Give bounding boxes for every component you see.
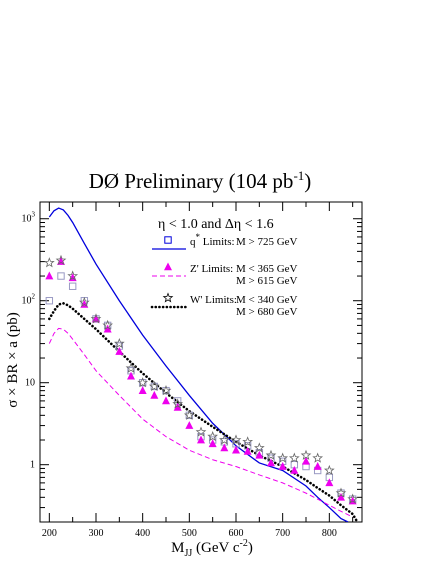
zprime_limit-point	[173, 402, 182, 411]
zprime_limit-point	[138, 386, 147, 394]
legend-zprime-limit: M > 615 GeV	[236, 275, 298, 287]
wprime_limit-point	[137, 377, 149, 388]
y-tick-label: 102	[22, 293, 36, 307]
wprime_limit-point	[183, 409, 195, 420]
zprime_limit-point	[290, 465, 299, 474]
zprime_limit-point	[127, 371, 135, 380]
wprime_limit-point	[102, 319, 114, 330]
y-axis-label: σ × BR × a (pb)	[5, 312, 21, 407]
limit-points	[43, 254, 359, 505]
wprime_limit-point	[230, 434, 242, 445]
legend-zprime-marker	[164, 262, 172, 271]
wprime_limit-point	[172, 398, 184, 409]
wprime_limit-point	[78, 296, 90, 308]
axis-ticks: 200 300 400 500 600 700 800 1 10 102 103	[22, 202, 362, 539]
zprime_limit-point	[208, 439, 217, 448]
wprime_limit-point	[43, 257, 55, 268]
x-tick-label: 400	[135, 528, 150, 539]
qstar_limit-point	[138, 379, 147, 387]
zprime_limit-point	[103, 324, 112, 333]
legend-qstar-limit: M > 725 GeV	[236, 236, 298, 248]
qstar_limit-point	[45, 297, 54, 305]
wprime_limit-point	[160, 385, 172, 396]
zprime_limit-point	[185, 421, 194, 429]
wprime_limit-point	[312, 452, 324, 463]
annotation-cuts: η < 1.0 and Δη < 1.6	[158, 217, 274, 232]
qstar_limit-point	[150, 382, 159, 391]
legend-qstar-marker	[164, 236, 172, 244]
wprime_limit-point	[218, 434, 230, 445]
x-tick-label: 800	[322, 528, 337, 539]
zprime_limit-point	[325, 478, 334, 487]
wprime_limit-point	[242, 436, 254, 447]
qstar_limit-point	[68, 282, 77, 290]
wprime_limit-point	[113, 337, 125, 349]
x-tick-label: 200	[42, 528, 57, 539]
zprime_limit-point	[115, 347, 124, 355]
zprime_theory-line	[48, 327, 353, 518]
wprime_theory-line	[48, 301, 359, 522]
wprime_limit-point	[277, 452, 289, 463]
wprime_limit-point	[55, 254, 67, 265]
zprime_limit-point	[243, 446, 252, 455]
qstar_limit-point	[162, 386, 170, 395]
zprime_limit-point	[162, 396, 170, 405]
wprime_limit-point	[67, 270, 79, 281]
wprime_limit-point	[253, 442, 265, 453]
wprime_limit-point	[90, 313, 102, 324]
x-tick-label: 600	[229, 528, 244, 539]
wprime_limit-point	[195, 426, 207, 437]
qstar_theory-line	[48, 207, 349, 522]
qstar_limit-point	[57, 272, 65, 280]
legend-zprime-limit: M < 365 GeV	[236, 263, 298, 275]
wprime_limit-point	[207, 430, 219, 442]
x-tick-label: 300	[89, 528, 104, 539]
zprime_limit-point	[150, 390, 159, 399]
theory-curves	[48, 207, 359, 522]
legend-qstar-label: q* Limits:	[190, 232, 235, 248]
legend-wprime-limit: M < 340 GeV	[236, 294, 298, 306]
wprime_limit-point	[347, 493, 359, 504]
y-tick-label: 103	[22, 211, 36, 225]
legend-wprime-marker	[162, 292, 174, 303]
legend-wprime-limit: M > 680 GeV	[236, 306, 298, 318]
qstar_limit-point	[185, 411, 194, 420]
legend-wprime-label: W' Limits:	[190, 294, 237, 306]
x-tick-label: 700	[275, 528, 290, 539]
legend: q* Limits: M > 725 GeV Z' Limits: M < 365 G…	[150, 232, 298, 318]
zprime_limit-point	[197, 435, 205, 444]
plot-frame	[39, 201, 363, 523]
zprime_limit-point	[232, 445, 240, 454]
zprime_limit-point	[267, 458, 275, 467]
zprime_limit-point	[302, 456, 310, 465]
zprime_limit-point	[45, 271, 54, 280]
wprime_limit-point	[335, 487, 347, 498]
x-tick-label: 500	[182, 528, 197, 539]
wprime_limit-point	[125, 362, 137, 373]
chart-title: DØ Preliminary (104 pb-1)	[89, 168, 312, 193]
wprime_limit-point	[265, 449, 277, 460]
wprime_limit-point	[300, 449, 312, 460]
y-tick-label: 1	[30, 460, 35, 471]
wprime_limit-point	[148, 380, 160, 392]
legend-zprime-label: Z' Limits:	[190, 263, 233, 275]
zprime_limit-point	[278, 462, 287, 470]
y-tick-label: 10	[25, 378, 35, 389]
zprime_limit-point	[337, 492, 345, 501]
zprime_limit-point	[220, 443, 229, 452]
wprime_limit-point	[288, 452, 300, 463]
zprime_limit-point	[255, 450, 264, 459]
wprime_limit-point	[323, 464, 335, 476]
x-axis-label: MJJ (GeV c-2)	[171, 538, 253, 559]
zprime_limit-point	[313, 462, 322, 470]
